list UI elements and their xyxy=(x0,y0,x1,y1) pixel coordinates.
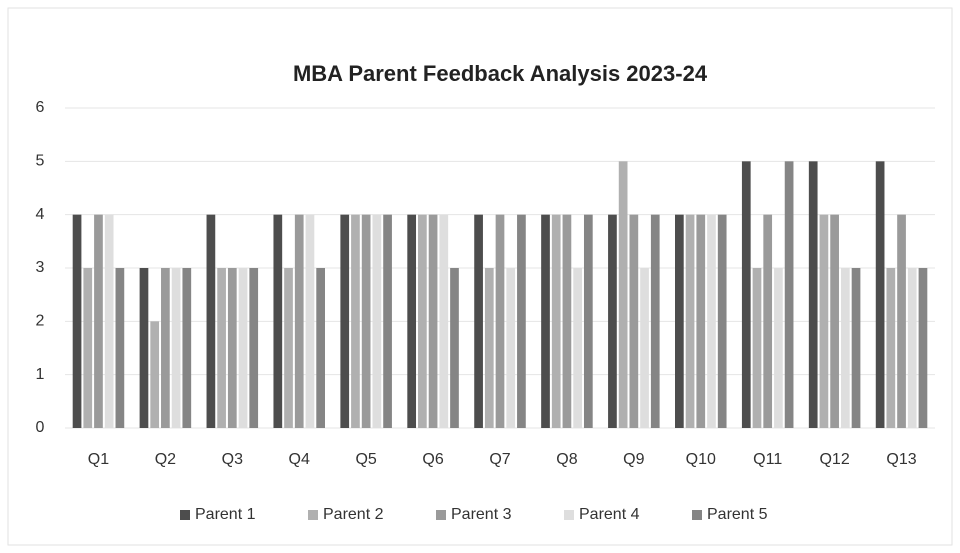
y-tick-label: 2 xyxy=(36,313,45,330)
y-tick-label: 3 xyxy=(36,259,45,276)
bar xyxy=(696,214,706,428)
bar xyxy=(150,321,160,428)
x-tick-label: Q12 xyxy=(819,451,849,468)
bar xyxy=(685,214,695,428)
legend-swatch xyxy=(436,510,446,520)
bar xyxy=(171,268,181,428)
bar xyxy=(897,214,906,428)
legend-swatch xyxy=(692,510,702,520)
bar xyxy=(840,268,850,428)
bar xyxy=(551,214,561,428)
bar xyxy=(407,214,417,428)
bar xyxy=(284,268,293,428)
bar xyxy=(707,214,716,428)
bar xyxy=(351,214,360,428)
bar xyxy=(94,214,103,428)
bar xyxy=(819,214,829,428)
bar xyxy=(608,214,617,428)
x-tick-label: Q7 xyxy=(489,451,510,468)
y-tick-label: 0 xyxy=(36,419,45,436)
bar xyxy=(372,214,382,428)
y-tick-label: 5 xyxy=(36,153,45,170)
bar xyxy=(340,214,350,428)
bar xyxy=(305,214,315,428)
legend-label: Parent 4 xyxy=(579,506,640,523)
x-tick-label: Q5 xyxy=(355,451,376,468)
bar xyxy=(562,214,572,428)
bar xyxy=(808,161,818,429)
bar xyxy=(316,268,325,428)
x-tick-label: Q8 xyxy=(556,451,577,468)
bar xyxy=(517,214,526,428)
bar xyxy=(629,214,639,428)
bar xyxy=(206,214,216,428)
bar xyxy=(383,214,392,428)
bar xyxy=(717,214,727,428)
x-tick-label: Q6 xyxy=(422,451,443,468)
x-tick-label: Q3 xyxy=(222,451,243,468)
legend-swatch xyxy=(180,510,190,520)
bar xyxy=(249,268,259,428)
bar xyxy=(294,214,304,428)
x-tick-label: Q11 xyxy=(753,451,782,468)
bar xyxy=(784,161,794,429)
bar xyxy=(675,214,684,428)
bar xyxy=(273,214,283,428)
bar xyxy=(238,268,248,428)
bar xyxy=(182,268,192,428)
bar xyxy=(495,214,505,428)
x-tick-label: Q2 xyxy=(155,451,176,468)
bar xyxy=(428,214,438,428)
bar xyxy=(583,214,593,428)
x-tick-label: Q4 xyxy=(289,451,310,468)
y-tick-label: 1 xyxy=(36,366,45,383)
legend-label: Parent 2 xyxy=(323,506,384,523)
chart-title: MBA Parent Feedback Analysis 2023-24 xyxy=(293,61,708,86)
bar xyxy=(640,268,649,428)
bar xyxy=(227,268,237,428)
bar xyxy=(161,268,170,428)
bar xyxy=(650,214,660,428)
bar xyxy=(618,161,628,429)
bar xyxy=(886,268,896,428)
bar xyxy=(541,214,550,428)
y-tick-label: 6 xyxy=(36,99,45,116)
bar xyxy=(104,214,114,428)
bar xyxy=(115,268,125,428)
bar xyxy=(830,214,839,428)
bar xyxy=(72,214,82,428)
bar xyxy=(763,214,773,428)
bar xyxy=(741,161,751,429)
x-tick-label: Q9 xyxy=(623,451,644,468)
bar xyxy=(439,214,449,428)
bar xyxy=(875,161,885,429)
bar xyxy=(752,268,762,428)
bar xyxy=(450,268,459,428)
bar xyxy=(506,268,516,428)
bar xyxy=(474,214,483,428)
y-tick-label: 4 xyxy=(36,206,45,223)
bar xyxy=(361,214,371,428)
legend-swatch xyxy=(564,510,574,520)
bar xyxy=(484,268,494,428)
legend-swatch xyxy=(308,510,318,520)
x-tick-label: Q1 xyxy=(88,451,109,468)
legend-label: Parent 1 xyxy=(195,506,256,523)
bar xyxy=(573,268,582,428)
x-tick-label: Q13 xyxy=(886,451,916,468)
bar xyxy=(418,214,427,428)
bar xyxy=(851,268,861,428)
legend-label: Parent 3 xyxy=(451,506,512,523)
bar xyxy=(139,268,149,428)
bar xyxy=(907,268,917,428)
bar xyxy=(217,268,226,428)
bar xyxy=(918,268,928,428)
bar xyxy=(83,268,93,428)
bar xyxy=(774,268,783,428)
x-tick-label: Q10 xyxy=(686,451,716,468)
legend-label: Parent 5 xyxy=(707,506,768,523)
